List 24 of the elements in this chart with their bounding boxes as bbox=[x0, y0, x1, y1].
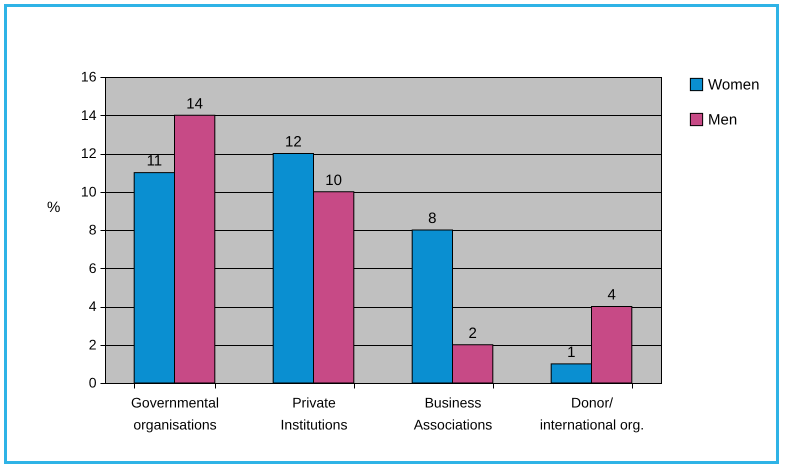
data-label: 12 bbox=[285, 134, 302, 150]
y-tick-label: 16 bbox=[80, 68, 97, 84]
legend-label: Women bbox=[708, 76, 760, 94]
y-tick-label: 12 bbox=[80, 145, 97, 161]
y-tick-label: 6 bbox=[88, 260, 97, 276]
data-label: 4 bbox=[607, 286, 616, 304]
x-tick-label: Governmental organisations bbox=[131, 394, 219, 432]
y-tick-label: 14 bbox=[80, 106, 97, 123]
data-label: 1 bbox=[567, 344, 576, 361]
y-axis-title: % bbox=[47, 199, 60, 216]
x-tick-label: Donor/ international org. bbox=[540, 394, 644, 432]
legend-label: Men bbox=[708, 112, 738, 128]
data-label: 14 bbox=[186, 95, 203, 112]
data-label: 2 bbox=[468, 324, 477, 342]
y-tick-label: 8 bbox=[88, 222, 97, 238]
data-label: 8 bbox=[428, 210, 437, 227]
data-label: 10 bbox=[325, 172, 342, 189]
y-tick-label: 4 bbox=[88, 298, 97, 314]
y-tick-label: 10 bbox=[80, 183, 97, 200]
x-tick-label: Business Associations bbox=[414, 394, 492, 432]
y-tick-label: 0 bbox=[88, 374, 97, 390]
x-tick-label: Private Institutions bbox=[280, 394, 348, 432]
y-tick-label: 2 bbox=[88, 336, 97, 352]
data-label: 11 bbox=[146, 152, 162, 170]
